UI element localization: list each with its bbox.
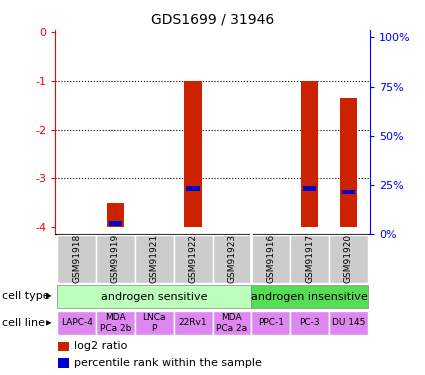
- Bar: [290, 235, 329, 283]
- Bar: [186, 186, 200, 190]
- Bar: [57, 285, 251, 308]
- Title: GDS1699 / 31946: GDS1699 / 31946: [151, 12, 274, 26]
- Bar: [57, 235, 96, 283]
- Bar: [96, 311, 135, 334]
- Bar: [212, 311, 251, 334]
- Bar: [303, 186, 316, 190]
- Bar: [109, 221, 122, 226]
- Text: PPC-1: PPC-1: [258, 318, 284, 327]
- Text: PC-3: PC-3: [299, 318, 320, 327]
- Text: GSM91919: GSM91919: [111, 234, 120, 284]
- Text: MDA
PCa 2a: MDA PCa 2a: [216, 313, 247, 333]
- Bar: [57, 311, 96, 334]
- Text: 22Rv1: 22Rv1: [179, 318, 207, 327]
- Bar: [135, 235, 174, 283]
- Bar: [340, 98, 357, 227]
- Bar: [184, 81, 202, 227]
- Bar: [251, 235, 290, 283]
- Text: GSM91922: GSM91922: [189, 234, 198, 283]
- Text: DU 145: DU 145: [332, 318, 365, 327]
- Text: LAPC-4: LAPC-4: [61, 318, 93, 327]
- Text: percentile rank within the sample: percentile rank within the sample: [74, 358, 262, 368]
- Text: GSM91921: GSM91921: [150, 234, 159, 284]
- Text: log2 ratio: log2 ratio: [74, 341, 127, 351]
- Text: GSM91923: GSM91923: [227, 234, 236, 284]
- Bar: [58, 358, 69, 368]
- Bar: [135, 311, 174, 334]
- Bar: [301, 81, 318, 227]
- Bar: [174, 235, 212, 283]
- Bar: [251, 311, 290, 334]
- Text: MDA
PCa 2b: MDA PCa 2b: [100, 313, 131, 333]
- Bar: [174, 311, 212, 334]
- Text: androgen sensitive: androgen sensitive: [101, 292, 207, 302]
- Bar: [96, 235, 135, 283]
- Text: GSM91917: GSM91917: [305, 234, 314, 284]
- Bar: [329, 311, 368, 334]
- Bar: [329, 235, 368, 283]
- Text: LNCa
P: LNCa P: [142, 313, 166, 333]
- Text: GSM91916: GSM91916: [266, 234, 275, 284]
- Text: GSM91918: GSM91918: [72, 234, 81, 284]
- Bar: [212, 235, 251, 283]
- Bar: [342, 190, 355, 195]
- Text: cell type: cell type: [2, 291, 50, 301]
- Text: cell line: cell line: [2, 318, 45, 328]
- Bar: [290, 311, 329, 334]
- Text: androgen insensitive: androgen insensitive: [251, 292, 368, 302]
- Bar: [107, 203, 124, 227]
- Text: GSM91920: GSM91920: [344, 234, 353, 284]
- Bar: [58, 342, 69, 351]
- Bar: [251, 285, 368, 308]
